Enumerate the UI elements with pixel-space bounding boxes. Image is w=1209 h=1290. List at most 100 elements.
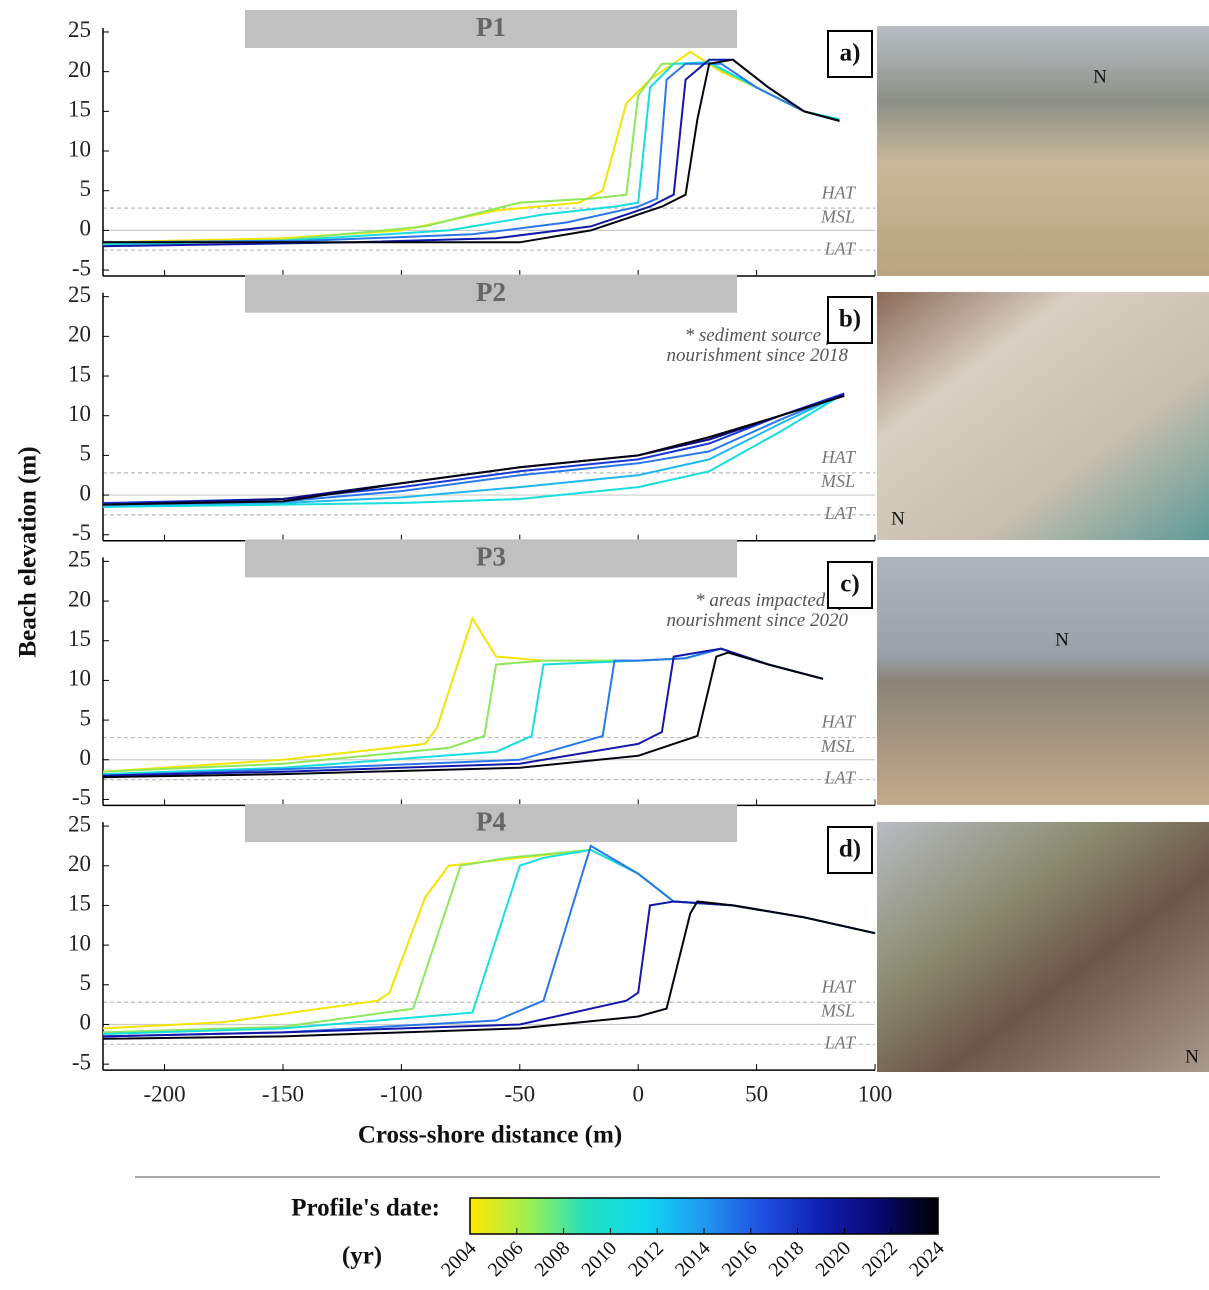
y-tick-label: -5	[72, 1049, 91, 1074]
title-bar	[245, 274, 737, 313]
y-tick-label: 0	[80, 1010, 92, 1035]
x-tick-label: -200	[143, 1081, 185, 1106]
photo	[877, 26, 1209, 276]
profile-line	[103, 58, 840, 244]
profile-line	[102, 848, 876, 1034]
profile-line	[102, 392, 845, 507]
colorbar-tick-label: 2024	[905, 1237, 949, 1281]
y-tick-label: -5	[72, 255, 91, 280]
y-tick-label: 5	[80, 970, 92, 995]
photo	[877, 822, 1209, 1072]
photo-label-box	[827, 30, 873, 78]
reference-label: LAT	[824, 238, 857, 258]
profile-line	[102, 616, 824, 773]
profile-line	[102, 58, 840, 248]
profile-line	[102, 647, 824, 776]
x-axis-label: Cross-shore distance (m)	[358, 1122, 622, 1149]
profile-line	[102, 900, 876, 1038]
annotation: * sediment source for	[685, 325, 849, 346]
profile-line	[102, 394, 845, 506]
y-tick-label: 10	[68, 401, 91, 426]
x-tick-label: -50	[504, 1081, 535, 1106]
annotation: nourishment since 2018	[666, 345, 848, 366]
reference-label: LAT	[824, 768, 857, 788]
reference-label: LAT	[824, 503, 857, 523]
north-label: N	[891, 508, 905, 529]
colorbar-tick-label: 2014	[671, 1237, 715, 1281]
profile-line	[102, 647, 824, 777]
y-tick-label: 5	[80, 705, 92, 730]
annotation: nourishment since 2020	[666, 610, 848, 631]
y-tick-label: 0	[80, 216, 92, 241]
colorbar-tick-label: 2018	[765, 1237, 809, 1281]
y-tick-label: 5	[80, 176, 92, 201]
panel-title: P2	[476, 277, 506, 307]
reference-label: HAT	[821, 182, 857, 202]
photo	[877, 292, 1209, 540]
photo-label: c)	[840, 571, 859, 598]
y-tick-label: 25	[68, 17, 91, 42]
colorbar-tick-label: 2020	[811, 1237, 855, 1281]
reference-label: HAT	[821, 447, 857, 467]
photo-label: a)	[840, 40, 861, 67]
profile-line	[102, 50, 840, 244]
photos	[877, 26, 1209, 1072]
north-label: N	[1185, 1046, 1199, 1067]
y-tick-label: 10	[68, 930, 91, 955]
y-tick-label: 20	[68, 322, 91, 347]
north-label: N	[1093, 66, 1107, 87]
y-tick-label: 15	[68, 626, 91, 651]
profile-line	[102, 848, 876, 1035]
reference-label: HAT	[821, 976, 857, 996]
colorbar-tick-label: 2010	[577, 1237, 621, 1281]
north-label: N	[1055, 629, 1069, 650]
photo	[877, 557, 1209, 805]
panel-title: P1	[476, 12, 506, 42]
y-tick-label: 15	[68, 97, 91, 122]
reference-label: MSL	[820, 1001, 855, 1021]
colorbar-tick-label: 2022	[858, 1237, 902, 1281]
y-tick-label: 20	[68, 851, 91, 876]
profile-line	[102, 848, 876, 1030]
reference-label: LAT	[824, 1032, 857, 1052]
y-tick-label: 0	[80, 480, 92, 505]
y-tick-label: 20	[68, 57, 91, 82]
y-tick-label: 10	[68, 136, 91, 161]
reference-label: MSL	[820, 471, 855, 491]
x-tick-label: 0	[632, 1081, 644, 1106]
profile-line	[102, 62, 840, 244]
annotation: * areas impacted by	[695, 590, 848, 611]
profile-line	[102, 900, 876, 1040]
colorbar-title: Profile's date:	[291, 1195, 440, 1222]
title-bar	[245, 804, 737, 843]
reference-label: MSL	[820, 206, 855, 226]
profile-line	[102, 647, 824, 777]
reference-label: HAT	[821, 712, 857, 732]
profile-line	[102, 61, 840, 246]
panel: P1 HAT MSL LAT 25 20 15 10 5 0 -5	[68, 10, 876, 280]
panel-title: P4	[476, 806, 506, 836]
y-tick-label: -5	[72, 520, 91, 545]
profile-line	[102, 647, 824, 773]
title-bar	[245, 539, 737, 578]
profile-line	[102, 651, 824, 779]
panel: P2 HAT MSL LAT 25 20 15 10 5 0 -5 * sediment source…	[68, 274, 876, 545]
colorbar-unit: (yr)	[342, 1243, 382, 1270]
colorbar-tick-label: 2016	[718, 1237, 762, 1281]
colorbar-tick-label: 2012	[624, 1237, 668, 1281]
colorbar-tick-label: 2006	[484, 1237, 528, 1281]
y-tick-label: 25	[68, 811, 91, 836]
y-tick-label: -5	[72, 785, 91, 810]
photo-label: d)	[839, 836, 861, 863]
photo-label-box	[827, 826, 873, 874]
panel: P3 HAT MSL LAT 25 20 15 10 5 0 -5 * areas impacted …	[68, 539, 876, 810]
colorbar-tick-label: 2008	[531, 1237, 575, 1281]
photo-label: b)	[839, 306, 861, 333]
y-tick-label: 15	[68, 361, 91, 386]
y-tick-label: 10	[68, 666, 91, 691]
profile-line	[102, 394, 845, 506]
profile-line	[102, 392, 845, 506]
profile-line	[102, 62, 840, 246]
